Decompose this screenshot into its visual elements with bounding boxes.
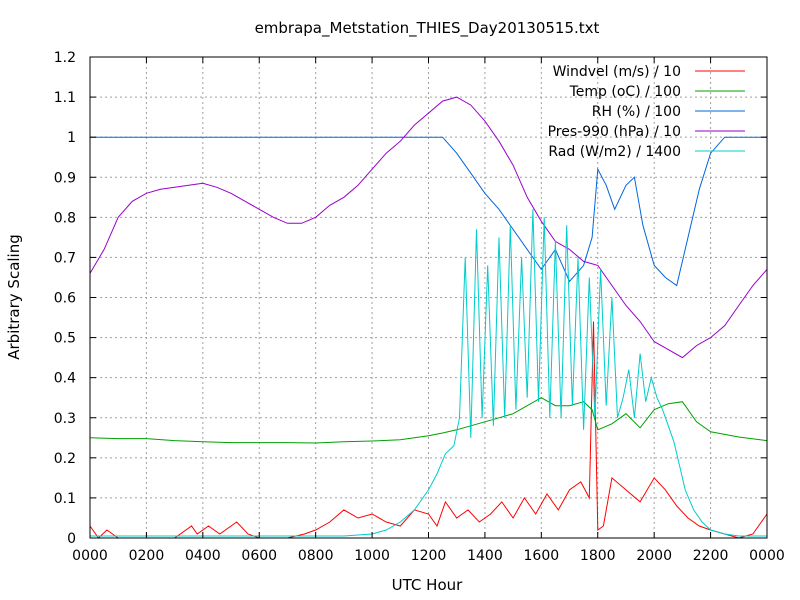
x-tick-label: 0000: [72, 548, 108, 564]
x-axis-title: UTC Hour: [392, 576, 463, 594]
y-axis-title: Arbitrary Scaling: [5, 234, 23, 360]
legend-label: Windvel (m/s) / 10: [553, 64, 681, 80]
y-tick-label: 0.2: [54, 451, 76, 467]
legend-label: Pres-990 (hPa) / 10: [548, 124, 681, 140]
x-tick-label: 0400: [185, 548, 221, 564]
y-tick-label: 1: [67, 130, 76, 146]
x-tick-label: 2000: [636, 548, 672, 564]
plot-area: [89, 96, 768, 539]
chart-title: embrapa_Metstation_THIES_Day20130515.txt: [255, 19, 600, 38]
x-tick-label: 0800: [298, 548, 334, 564]
x-tick-label: 1200: [411, 548, 447, 564]
y-axis: 0 0.1 0.2 0.3 0.4 0.5 0.6 0.7 0.8 0.9 1 1.1 1.2: [54, 50, 767, 547]
y-tick-label: 1.2: [54, 50, 76, 66]
x-tick-label: 2200: [693, 548, 729, 564]
y-tick-label: 0.6: [54, 291, 76, 307]
y-tick-label: 0.9: [54, 170, 76, 186]
y-tick-label: 0.7: [54, 250, 76, 266]
series-line-3: [89, 96, 768, 359]
y-tick-label: 0.1: [54, 491, 76, 507]
y-tick-label: 0.5: [54, 331, 76, 347]
x-tick-label: 0600: [241, 548, 277, 564]
series-line-0: [89, 321, 768, 539]
x-tick-label: 1400: [467, 548, 503, 564]
y-tick-label: 0.8: [54, 210, 76, 226]
x-tick-label: 0200: [129, 548, 165, 564]
x-axis: 0000 0200 0400 0600 0800 1000 1200 1400 1600 1800…: [72, 57, 785, 564]
y-tick-label: 0.4: [54, 371, 76, 387]
x-tick-label: 1600: [524, 548, 560, 564]
legend-label: RH (%) / 100: [592, 104, 681, 120]
series-line-4: [90, 209, 767, 537]
x-tick-label: 1800: [580, 548, 616, 564]
x-tick-label: 0000: [749, 548, 785, 564]
series-line-1: [89, 397, 768, 444]
legend: Windvel (m/s) / 10 Temp (oC) / 100 RH (%) …: [548, 64, 745, 160]
x-tick-label: 1000: [354, 548, 390, 564]
y-tick-label: 0: [67, 531, 76, 547]
series-line-2: [90, 136, 767, 287]
y-tick-label: 1.1: [54, 90, 76, 106]
legend-label: Rad (W/m2) / 1400: [548, 144, 681, 160]
legend-label: Temp (oC) / 100: [569, 84, 681, 100]
y-tick-label: 0.3: [54, 411, 76, 427]
